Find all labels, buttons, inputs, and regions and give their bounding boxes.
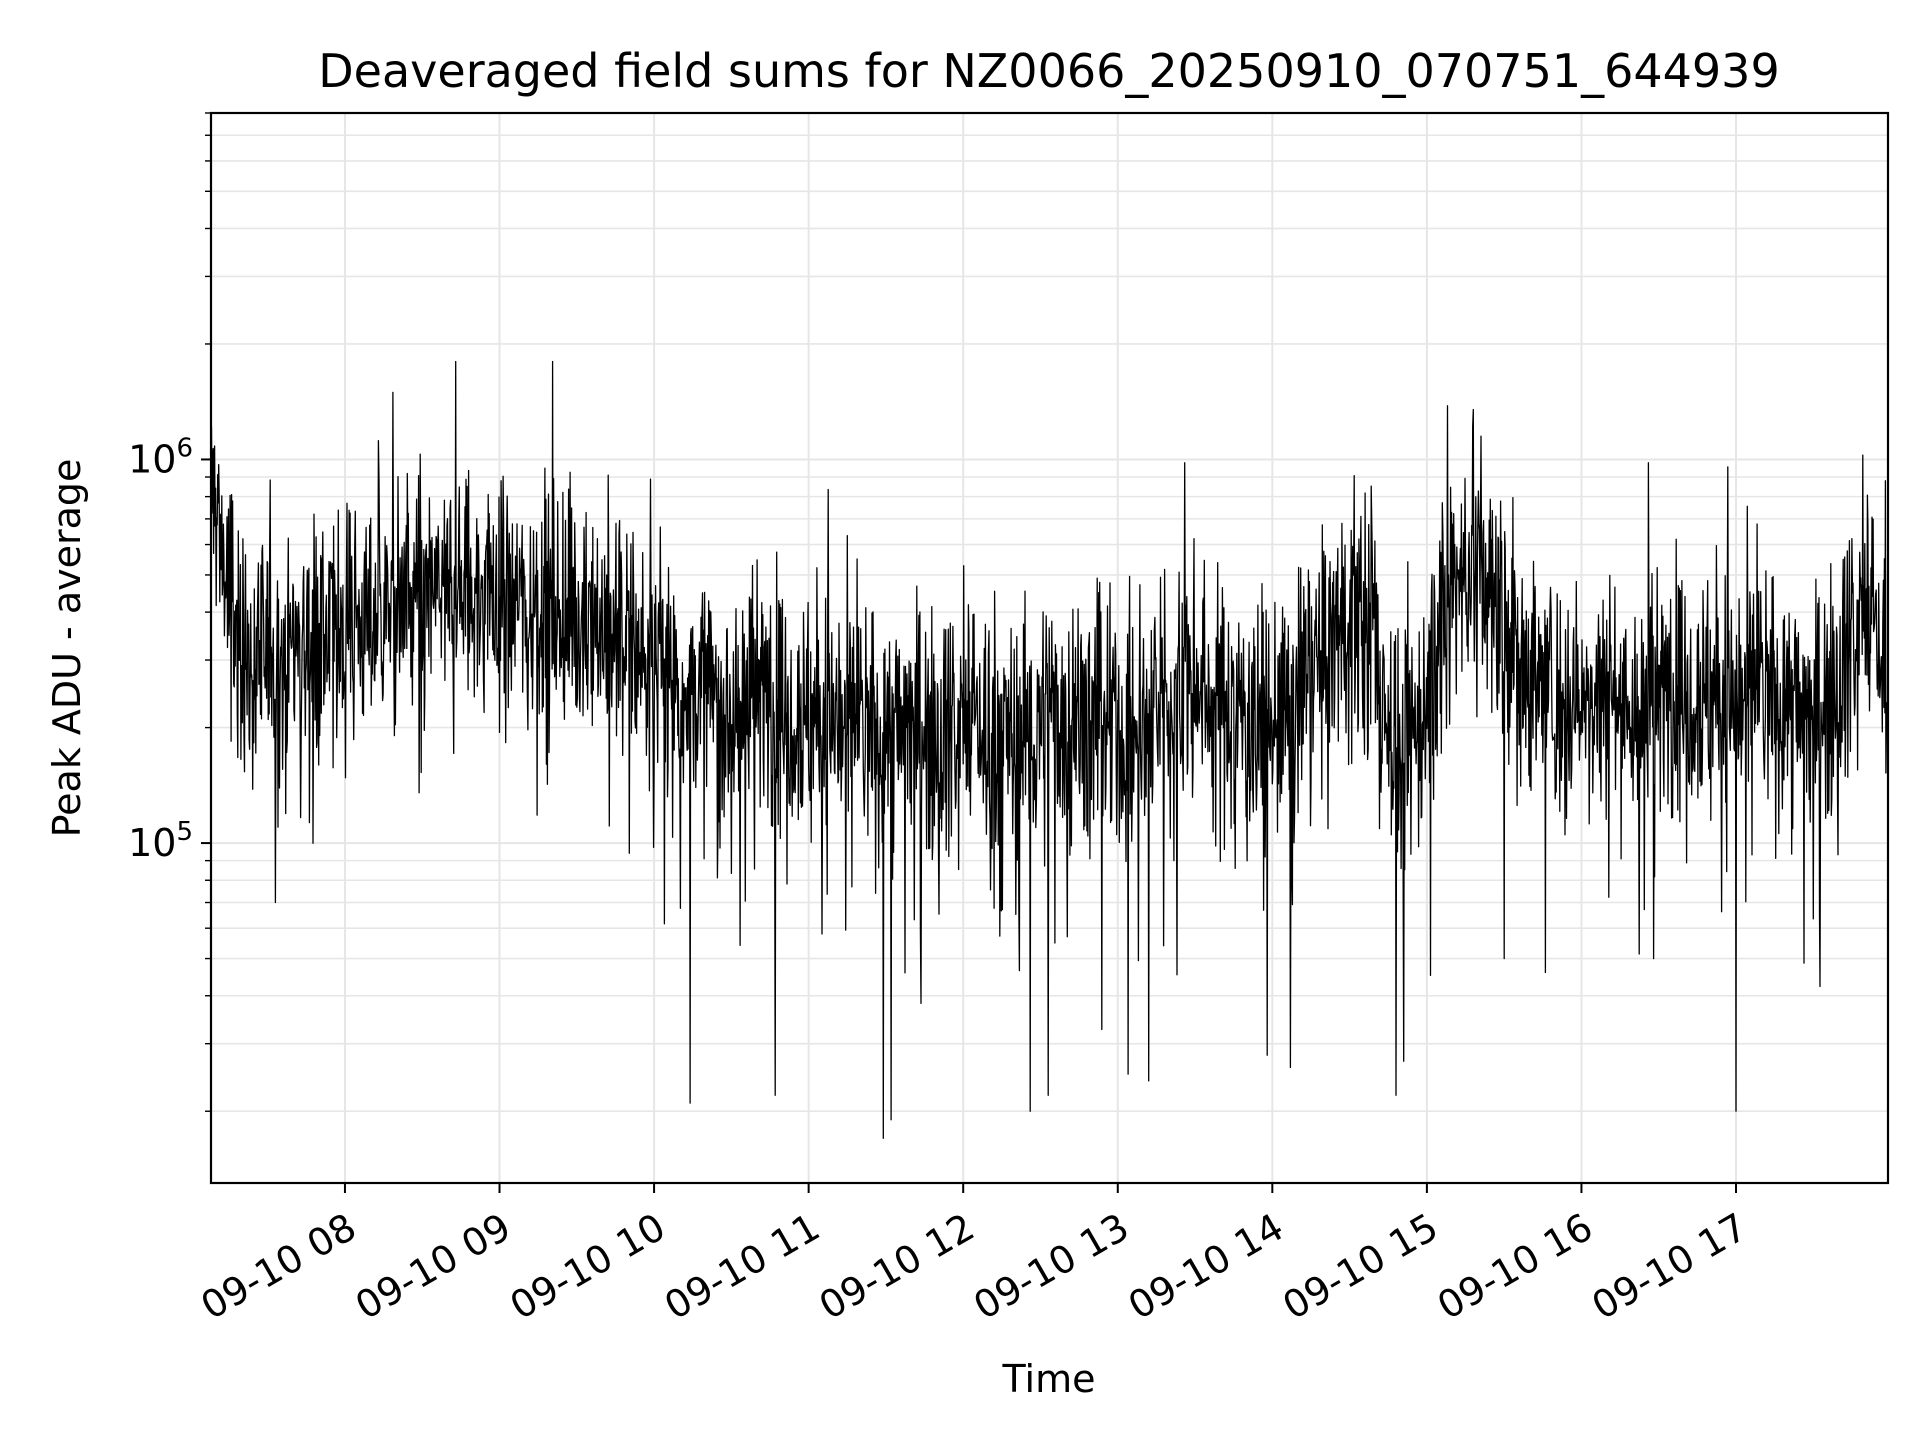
plot-frame [209,111,1890,1185]
y-tick-label: 105 [128,817,193,865]
series-line [210,360,1889,1139]
x-axis-label: Time [1002,1357,1096,1401]
y-tick-label: 106 [128,433,193,481]
chart-title: Deaveraged field sums for NZ0066_2025091… [318,44,1779,98]
y-axis-label: Peak ADU - average [45,459,89,838]
